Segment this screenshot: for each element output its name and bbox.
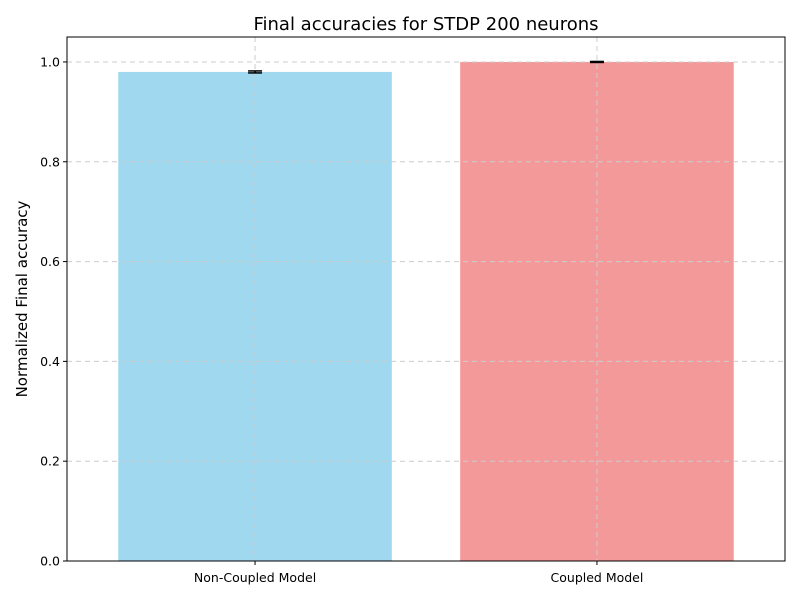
axes-frame — [66, 36, 786, 562]
y-tick-label-3: 0.6 — [40, 254, 60, 269]
y-tick-label-0: 0.0 — [40, 554, 60, 569]
y-tick-label-4: 0.8 — [40, 154, 60, 169]
chart-title: Final accuracies for STDP 200 neurons — [253, 14, 598, 35]
x-axis-ticks: Non-Coupled Model Coupled Model — [194, 561, 643, 585]
y-tick-label-1: 0.2 — [40, 454, 60, 469]
error-bars — [248, 60, 604, 74]
x-tick-label-1: Coupled Model — [551, 570, 644, 585]
grid-lines — [67, 37, 785, 561]
y-axis-ticks: 0.0 0.2 0.4 0.6 0.8 1.0 — [40, 54, 67, 569]
y-tick-label-2: 0.4 — [40, 354, 60, 369]
y-axis-label: Normalized Final accuracy — [13, 200, 31, 397]
error-bar-1 — [589, 60, 604, 64]
bars — [118, 61, 734, 561]
y-tick-label-5: 1.0 — [40, 54, 60, 69]
x-tick-label-0: Non-Coupled Model — [194, 570, 316, 585]
error-bar-0 — [248, 70, 263, 74]
